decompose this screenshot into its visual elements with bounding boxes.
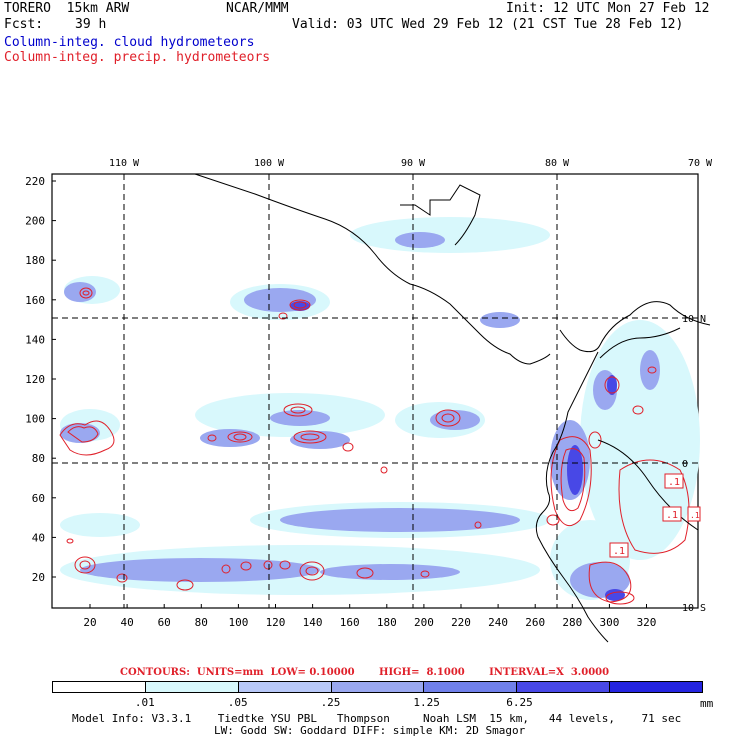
high-label: .1 [666,510,678,521]
grid-lines [52,174,698,608]
x-tick-label: 100 [228,616,248,629]
lat-label: 10 S [682,603,706,614]
x-tick-label: 300 [599,616,619,629]
forecast-map: .1 .1 .1 .1 110 W 100 W 90 W 80 W 70 W 1… [25,158,713,643]
high-label: .1 [613,546,625,557]
precip-contours [59,287,690,605]
forecast-label: Fcst: [4,17,44,32]
x-tick-label: 260 [525,616,545,629]
lon-label: 90 W [401,158,426,169]
model-info: Model Info: V3.3.1 Tiedtke YSU PBL Thomp… [72,712,682,725]
cloud-legend: Column-integ. cloud hydrometeors [4,35,255,50]
colorbar-segment [423,681,518,693]
high-label: .1 [668,477,680,488]
lon-label: 100 W [254,158,285,169]
high-label: .1 [690,511,700,520]
colorbar-segment [516,681,611,693]
physics-info: LW: Godd SW: Goddard DIFF: simple KM: 2D… [214,724,526,737]
lon-label: 70 W [688,158,713,169]
x-tick-label: 80 [195,616,208,629]
colorbar-segment [609,681,703,693]
forecast-hour: 39 h [75,17,107,32]
y-tick-label: 120 [25,373,45,386]
y-tick-label: 60 [32,492,45,505]
colorbar-segment [330,681,425,693]
colorbar-label: 6.25 [506,696,533,709]
colorbar-segment [237,681,332,693]
x-tick-label: 40 [120,616,133,629]
y-tick-label: 140 [25,333,45,346]
high-markers: .1 .1 .1 .1 [609,473,701,558]
lon-label: 110 W [109,158,140,169]
colorbar-label: .01 [134,696,155,709]
colorbar-units: mm [700,697,714,710]
y-tick-label: 160 [25,294,45,307]
x-tick-label: 320 [637,616,657,629]
init-time: Init: 12 UTC Mon 27 Feb 12 [506,1,710,16]
y-tick-label: 220 [25,175,45,188]
lat-label: 0 [682,459,688,470]
x-axis-ticks: 20 40 60 80 100 120 140 160 180 200 220 240 260 280 30… [83,604,656,629]
x-tick-label: 140 [303,616,323,629]
colorbar-segment [52,681,146,693]
x-tick-label: 160 [340,616,360,629]
x-tick-label: 220 [451,616,471,629]
colorbar-segment [144,681,239,693]
x-tick-label: 120 [266,616,286,629]
x-tick-label: 180 [377,616,397,629]
y-tick-label: 180 [25,254,45,267]
lat-labels: 10 N 0 10 S [682,314,706,614]
x-tick-label: 200 [414,616,434,629]
model-title: TORERO 15km ARW [4,1,130,16]
valid-time: Valid: 03 UTC Wed 29 Feb 12 (21 CST Tue … [292,17,684,32]
lon-label: 80 W [545,158,570,169]
precip-legend: Column-integ. precip. hydrometeors [4,50,271,65]
y-tick-label: 100 [25,413,45,426]
org-label: NCAR/MMM [226,1,289,16]
y-tick-label: 40 [32,531,45,544]
contours-info: CONTOURS: UNITS=mm LOW= 0.10000 HIGH= 8.… [120,667,610,678]
y-tick-label: 20 [32,571,45,584]
y-tick-label: 80 [32,452,45,465]
y-axis-ticks: 220 200 180 160 140 120 100 80 60 40 20 [25,175,56,584]
x-tick-label: 60 [158,616,171,629]
x-tick-label: 240 [488,616,508,629]
colorbar-label: .05 [227,696,248,709]
x-tick-label: 20 [83,616,96,629]
x-tick-label: 280 [562,616,582,629]
lat-label: 10 N [682,314,706,325]
colorbar-label: 1.25 [413,696,440,709]
y-tick-label: 200 [25,215,45,228]
colorbar-label: .25 [320,696,341,709]
lon-labels: 110 W 100 W 90 W 80 W 70 W [109,158,713,169]
